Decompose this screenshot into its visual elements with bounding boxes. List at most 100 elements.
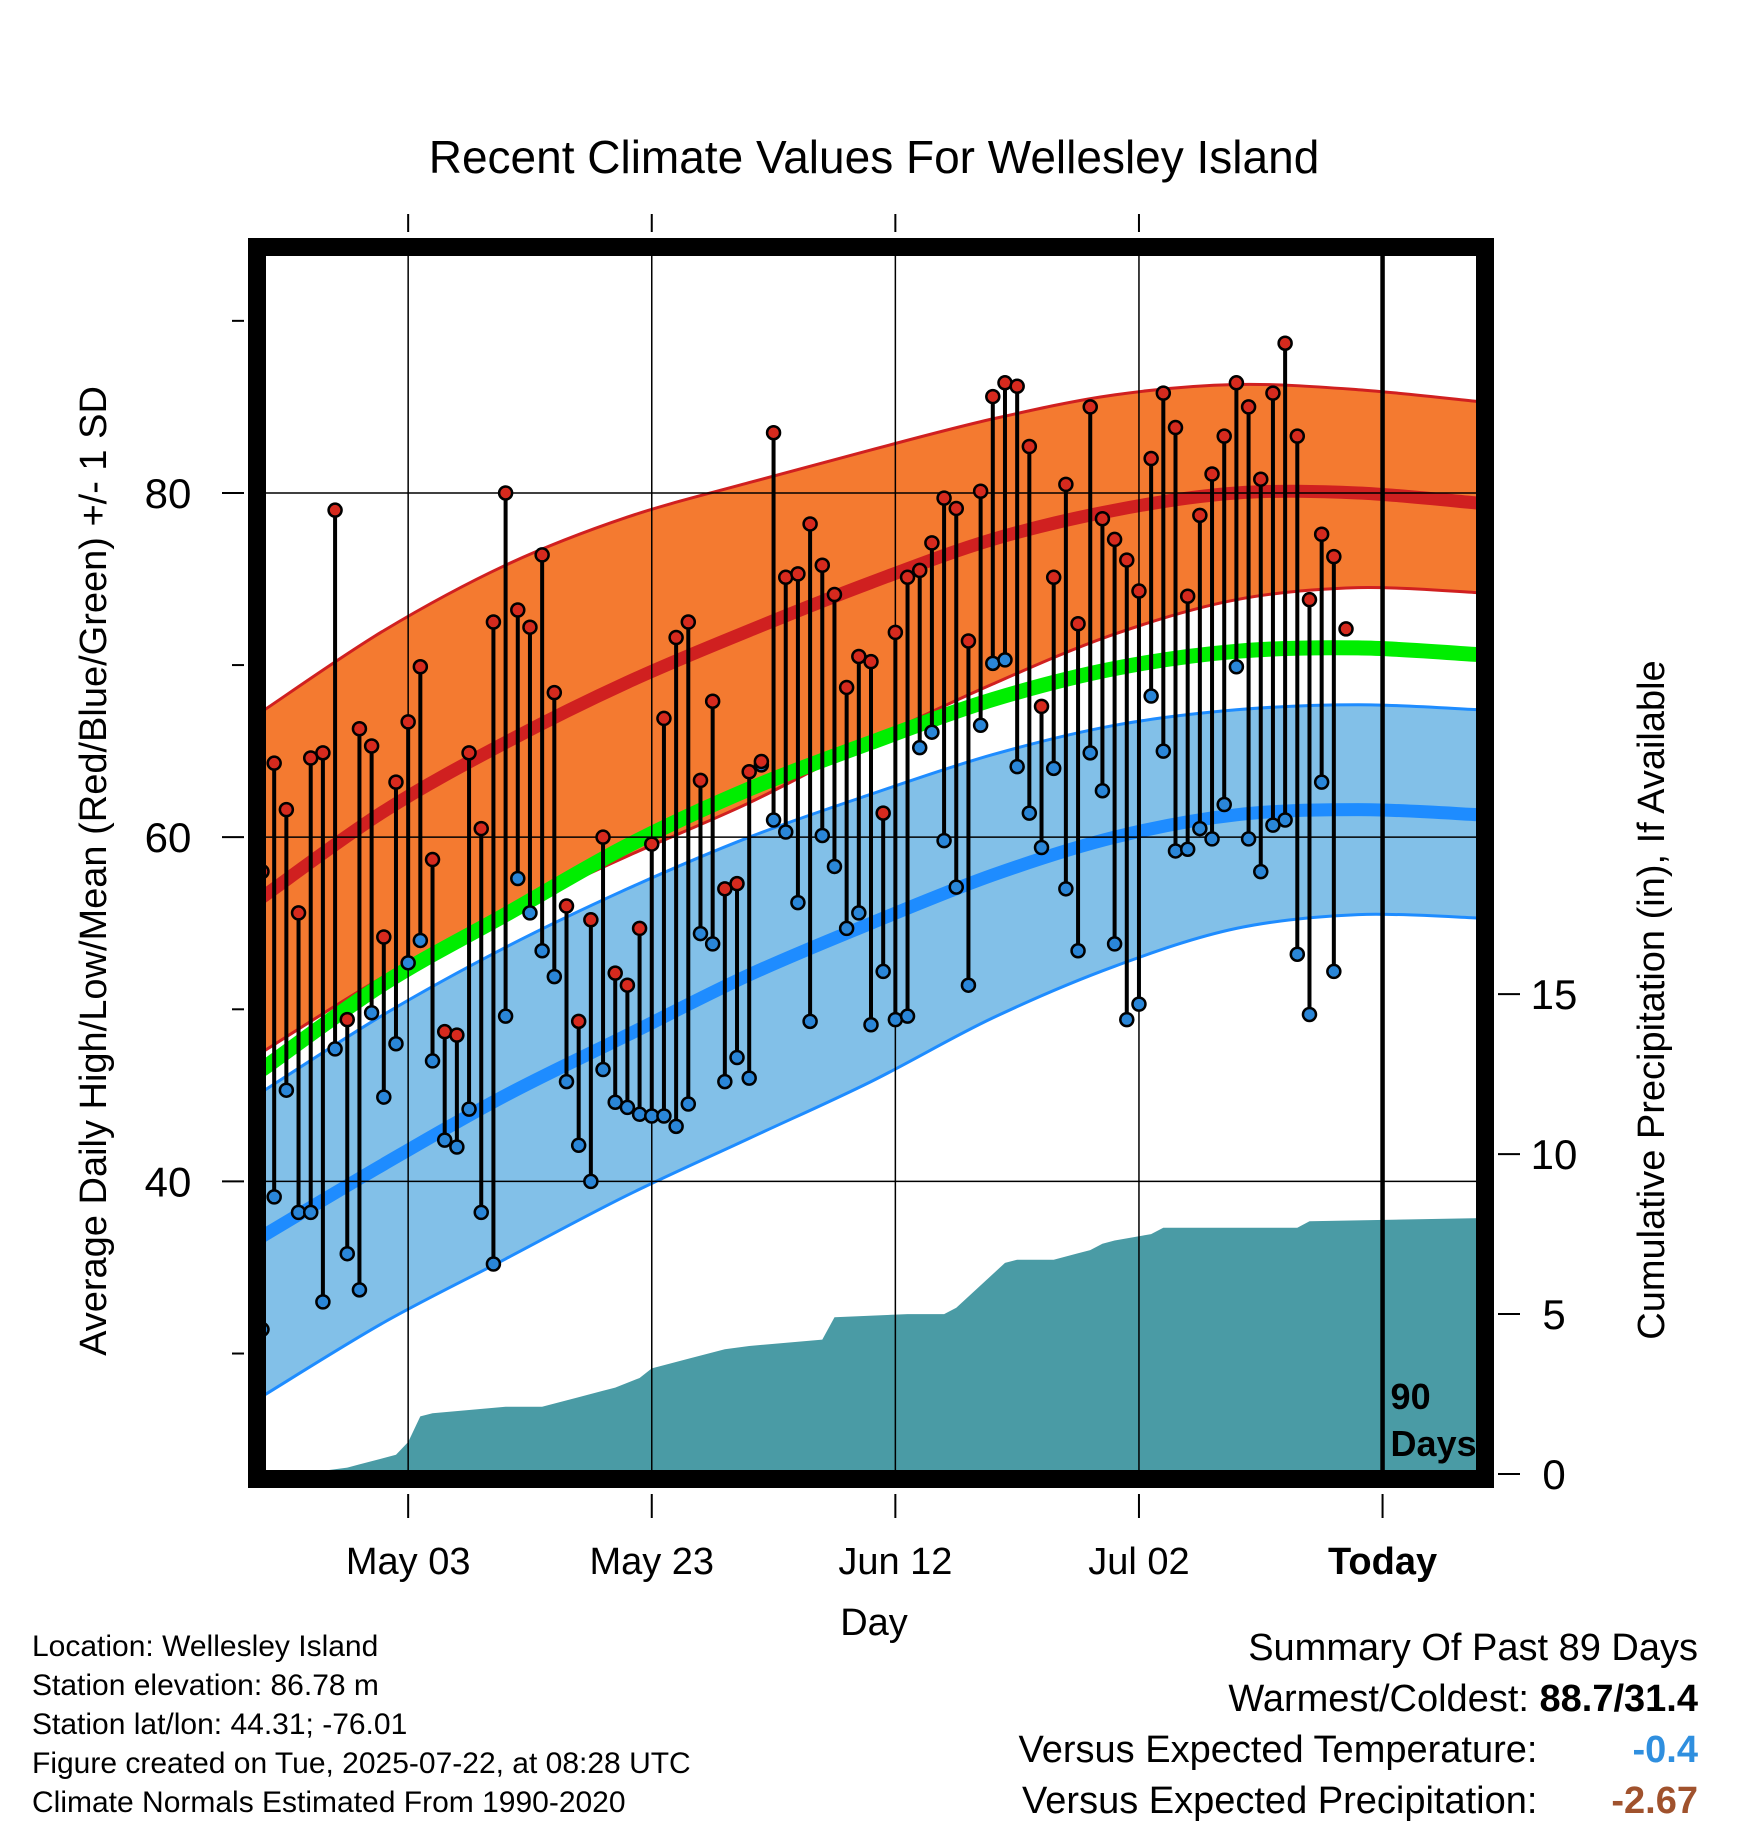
- daily-low-point: [680, 1096, 697, 1112]
- daily-high-point: [887, 624, 904, 641]
- daily-low-point: [924, 724, 940, 740]
- daily-low-point: [1082, 745, 1098, 761]
- daily-low-point: [1009, 758, 1025, 775]
- daily-high-point: [497, 485, 514, 501]
- summary-temp-value: -0.4: [1632, 1729, 1698, 1771]
- daily-high-point: [558, 898, 575, 914]
- daily-low-point: [826, 858, 843, 875]
- chart-title: Recent Climate Values For Wellesley Isla…: [429, 131, 1320, 183]
- daily-low-point: [400, 955, 416, 971]
- daily-high-point: [656, 710, 672, 727]
- summary-precip: Versus Expected Precipitation: -2.67: [1022, 1780, 1698, 1823]
- daily-high-point: [1277, 335, 1293, 351]
- daily-low-point: [327, 1041, 343, 1057]
- x-tick-label-3: Jul 02: [1088, 1541, 1189, 1583]
- daily-high-point: [449, 1027, 465, 1043]
- daily-low-point: [814, 827, 831, 844]
- daily-low-point: [1326, 963, 1342, 980]
- daily-low-point: [522, 905, 538, 921]
- daily-low-point: [1289, 946, 1306, 962]
- daily-high-point: [668, 629, 684, 646]
- daily-high-point: [899, 569, 916, 586]
- daily-high-point: [619, 977, 636, 993]
- daily-low-point: [1228, 659, 1245, 675]
- daily-low-point: [339, 1245, 356, 1262]
- daily-low-point: [619, 1099, 636, 1116]
- x-tick-label-0: May 03: [346, 1541, 471, 1583]
- daily-low-point: [558, 1073, 575, 1090]
- daily-high-point: [692, 772, 709, 789]
- info-latlon: Station lat/lon: 44.31; -76.01: [32, 1708, 408, 1741]
- daily-high-point: [1289, 428, 1306, 444]
- daily-low-point: [1131, 996, 1147, 1012]
- daily-low-point: [1313, 774, 1330, 790]
- daily-high-point: [1009, 378, 1025, 394]
- daily-low-point: [692, 925, 709, 942]
- daily-low-point: [704, 936, 721, 952]
- daily-low-point: [741, 1070, 757, 1086]
- daily-low-point: [1192, 820, 1208, 837]
- daily-high-point: [315, 745, 331, 761]
- daily-high-point: [278, 801, 295, 818]
- daily-low-point: [485, 1256, 502, 1272]
- daily-high-point: [327, 502, 343, 518]
- daily-high-point: [534, 547, 550, 563]
- y-tick-label-60: 60: [145, 814, 192, 861]
- daily-high-point: [607, 965, 623, 981]
- summary-warm-cold-label: Warmest/Coldest:: [1228, 1678, 1529, 1720]
- daily-high-point: [765, 424, 782, 441]
- daily-high-point: [522, 619, 538, 635]
- daily-low-point: [1106, 936, 1123, 952]
- daily-low-point: [1155, 743, 1172, 759]
- daily-low-point: [668, 1118, 684, 1135]
- daily-low-point: [363, 1004, 380, 1021]
- y-tick-label-80: 80: [145, 470, 192, 517]
- daily-high-point: [1265, 385, 1281, 401]
- daily-low-point: [436, 1132, 453, 1148]
- daily-low-point: [936, 832, 952, 849]
- daily-low-point: [1301, 1006, 1318, 1023]
- daily-high-point: [1179, 588, 1196, 604]
- daily-high-point: [473, 820, 489, 837]
- daily-low-point: [315, 1294, 331, 1310]
- daily-low-point: [1253, 863, 1269, 880]
- daily-high-point: [266, 755, 282, 771]
- daily-high-point: [863, 653, 879, 670]
- daily-high-point: [814, 557, 831, 573]
- summary-temp-label: Versus Expected Temperature:: [1018, 1729, 1538, 1771]
- daily-low-point: [1094, 782, 1111, 799]
- daily-low-point: [497, 1008, 514, 1024]
- daily-low-point: [838, 920, 855, 937]
- daily-high-point: [412, 659, 429, 675]
- precip-tick-label-0: 0: [1542, 1451, 1565, 1498]
- daily-high-point: [1033, 698, 1050, 715]
- daily-high-point: [741, 764, 757, 780]
- summary-temp: Versus Expected Temperature: -0.4: [1019, 1729, 1698, 1772]
- daily-low-point: [583, 1173, 599, 1190]
- daily-high-point: [1106, 531, 1123, 548]
- daily-high-point: [1119, 552, 1135, 568]
- low-minus-sd-line: [261, 912, 1481, 1398]
- daily-low-point: [473, 1204, 489, 1221]
- daily-low-point: [424, 1053, 441, 1069]
- daily-high-point: [1253, 471, 1269, 487]
- cumulative-precip-area: [262, 1218, 1480, 1474]
- daily-low-point: [302, 1204, 319, 1221]
- daily-high-point: [1192, 507, 1208, 524]
- daily-low-point: [972, 717, 989, 734]
- daily-high-point: [583, 912, 599, 928]
- info-normals-period: Climate Normals Estimated From 1990-2020: [32, 1786, 626, 1819]
- daily-low-point: [1021, 805, 1038, 821]
- daily-low-point: [656, 1108, 672, 1124]
- daily-low-point: [777, 824, 794, 840]
- daily-high-point: [972, 483, 989, 499]
- daily-high-point: [1301, 591, 1318, 608]
- daily-high-point: [461, 745, 477, 761]
- daily-high-point: [1240, 399, 1257, 415]
- daily-low-point: [1179, 841, 1196, 857]
- daily-low-point: [802, 1013, 818, 1030]
- daily-low-point: [534, 943, 550, 959]
- summary-precip-label: Versus Expected Precipitation:: [1022, 1780, 1538, 1822]
- daily-low-point: [570, 1137, 587, 1154]
- daily-high-point: [1216, 428, 1232, 444]
